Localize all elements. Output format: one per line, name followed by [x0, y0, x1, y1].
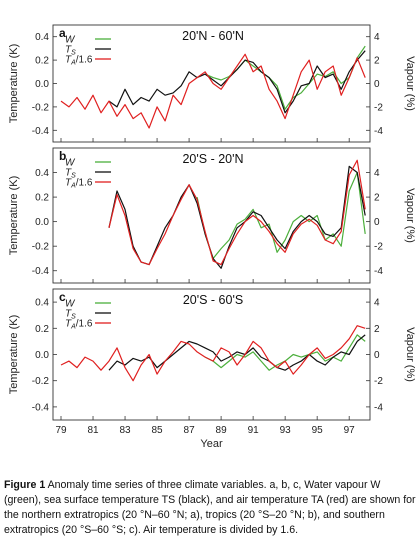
figure-caption-text: Anomaly time series of three climate var… [4, 479, 416, 536]
left-tick-label: 0.2 [35, 56, 49, 67]
series-line-ta [60, 325, 366, 382]
left-tick-label: 0.4 [35, 32, 49, 43]
right-tick-label: 4 [374, 32, 380, 43]
right-tick-label: 2 [374, 193, 380, 204]
right-tick-label: -2 [374, 242, 383, 253]
x-tick-label: 95 [312, 425, 324, 436]
panel-letter: a [59, 26, 66, 40]
left-tick-label: 0.4 [35, 168, 49, 179]
figure-caption: Figure 1 Anomaly time series of three cl… [4, 478, 416, 538]
right-tick-label: -4 [374, 126, 383, 137]
series-line-w [196, 171, 366, 260]
series-line-ts [108, 50, 366, 114]
y-axis-label-right: Vapour (%) [404, 56, 416, 111]
legend-label: W [65, 299, 76, 310]
y-axis-label-left: Temperature (K) [8, 44, 20, 123]
legend-label: TA/1.6 [65, 319, 93, 331]
panel-letter: b [59, 149, 66, 163]
left-tick-label: 0.2 [35, 193, 49, 204]
left-tick-label: -0.4 [32, 126, 50, 137]
left-tick-label: -0.4 [32, 266, 50, 277]
x-tick-label: 81 [87, 425, 99, 436]
x-tick-label: 87 [184, 425, 196, 436]
right-tick-label: -2 [374, 376, 383, 387]
right-tick-label: 4 [374, 168, 380, 179]
y-axis-label-right: Vapour (%) [404, 188, 416, 243]
right-tick-label: -4 [374, 266, 383, 277]
right-tick-label: -2 [374, 102, 383, 113]
left-tick-label: -0.2 [32, 376, 50, 387]
left-tick-label: -0.2 [32, 102, 50, 113]
legend-label: W [65, 35, 76, 46]
right-tick-label: 4 [374, 298, 380, 309]
x-tick-label: 89 [216, 425, 228, 436]
legend-label: TA/1.6 [65, 55, 93, 67]
left-tick-label: 0.2 [35, 324, 49, 335]
figure-label: Figure 1 [4, 479, 46, 491]
right-tick-label: 2 [374, 324, 380, 335]
right-tick-label: 0 [374, 79, 380, 90]
legend-label: TS [65, 168, 76, 180]
x-tick-label: 83 [119, 425, 131, 436]
right-tick-label: -4 [374, 402, 383, 413]
panel-a: -0.4 -0.2 0.0 0.2 0.4 -4 -2 0 2 4 Temperature (K) V… [8, 24, 416, 143]
x-tick-label: 97 [344, 425, 356, 436]
left-tick-label: 0.0 [35, 217, 49, 228]
panel-b: -0.4 -0.2 0.0 0.2 0.4 -4 -2 0 2 4 Temperature (K) V… [8, 147, 416, 284]
x-axis-label: Year [200, 438, 223, 450]
legend-label: TS [65, 309, 76, 321]
x-tick-label: 93 [280, 425, 292, 436]
left-tick-label: 0.0 [35, 350, 49, 361]
panel-title: 20'N - 60'N [182, 29, 244, 43]
x-tick-label: 79 [55, 425, 67, 436]
x-tick-label: 85 [152, 425, 164, 436]
panel-letter: c [59, 290, 66, 304]
x-tick-label: 91 [248, 425, 260, 436]
left-tick-label: 0.0 [35, 79, 49, 90]
right-tick-label: 0 [374, 350, 380, 361]
legend-label: W [65, 158, 76, 169]
panel-title: 20'S - 60'S [183, 293, 243, 307]
right-tick-label: 2 [374, 56, 380, 67]
y-axis-label-left: Temperature (K) [8, 176, 20, 255]
right-tick-label: 0 [374, 217, 380, 228]
left-tick-label: -0.2 [32, 242, 50, 253]
panel-title: 20'S - 20'N [182, 152, 243, 166]
series-line-ta [60, 53, 366, 129]
left-tick-label: -0.4 [32, 402, 50, 413]
y-axis-label-left: Temperature (K) [8, 315, 20, 394]
panel-frame [52, 147, 371, 284]
figure: -0.4 -0.2 0.0 0.2 0.4 -4 -2 0 2 4 Temperature (K) V… [8, 24, 416, 450]
y-axis-label-right: Vapour (%) [404, 327, 416, 382]
legend-label: TS [65, 45, 76, 57]
left-tick-label: 0.4 [35, 298, 49, 309]
panel-c: -0.4 -0.2 0.0 0.2 0.4 -4 -2 0 2 4 Temperature (K) V… [8, 288, 416, 421]
series-line-ta [108, 159, 366, 266]
series-line-ts [108, 165, 366, 269]
legend-label: TA/1.6 [65, 178, 93, 190]
